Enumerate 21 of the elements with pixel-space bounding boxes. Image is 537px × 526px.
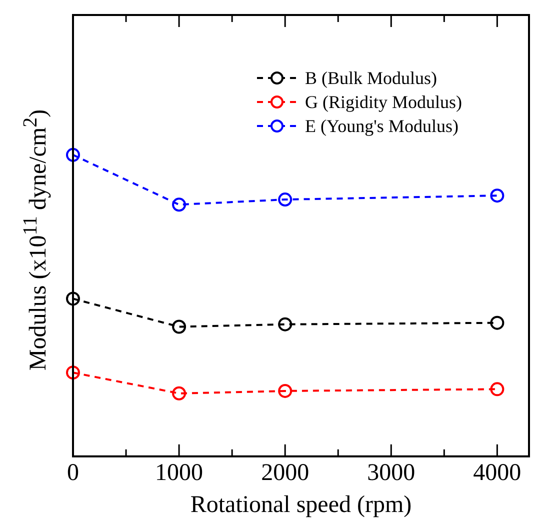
point — [172, 386, 186, 400]
point — [66, 366, 80, 380]
point — [278, 192, 292, 207]
x-tick-label: 4000 — [473, 460, 522, 486]
legend-label: E (Young's Modulus) — [305, 115, 458, 138]
point — [490, 382, 504, 396]
x-tick-label: 0 — [67, 460, 79, 486]
point — [66, 292, 80, 306]
point — [490, 188, 504, 203]
x-tick-label: 2000 — [261, 460, 310, 486]
point — [172, 320, 186, 334]
point — [66, 148, 80, 162]
point — [490, 316, 504, 330]
x-axis-title: Rotational speed (rpm) — [190, 492, 412, 518]
x-tick-label: 1000 — [155, 460, 204, 486]
point — [278, 384, 292, 398]
x-tick-label: 3000 — [367, 460, 416, 486]
legend-label: B (Bulk Modulus) — [305, 67, 438, 90]
point — [172, 198, 186, 212]
legend-label: G (Rigidity Modulus) — [305, 91, 462, 114]
point — [278, 317, 292, 332]
